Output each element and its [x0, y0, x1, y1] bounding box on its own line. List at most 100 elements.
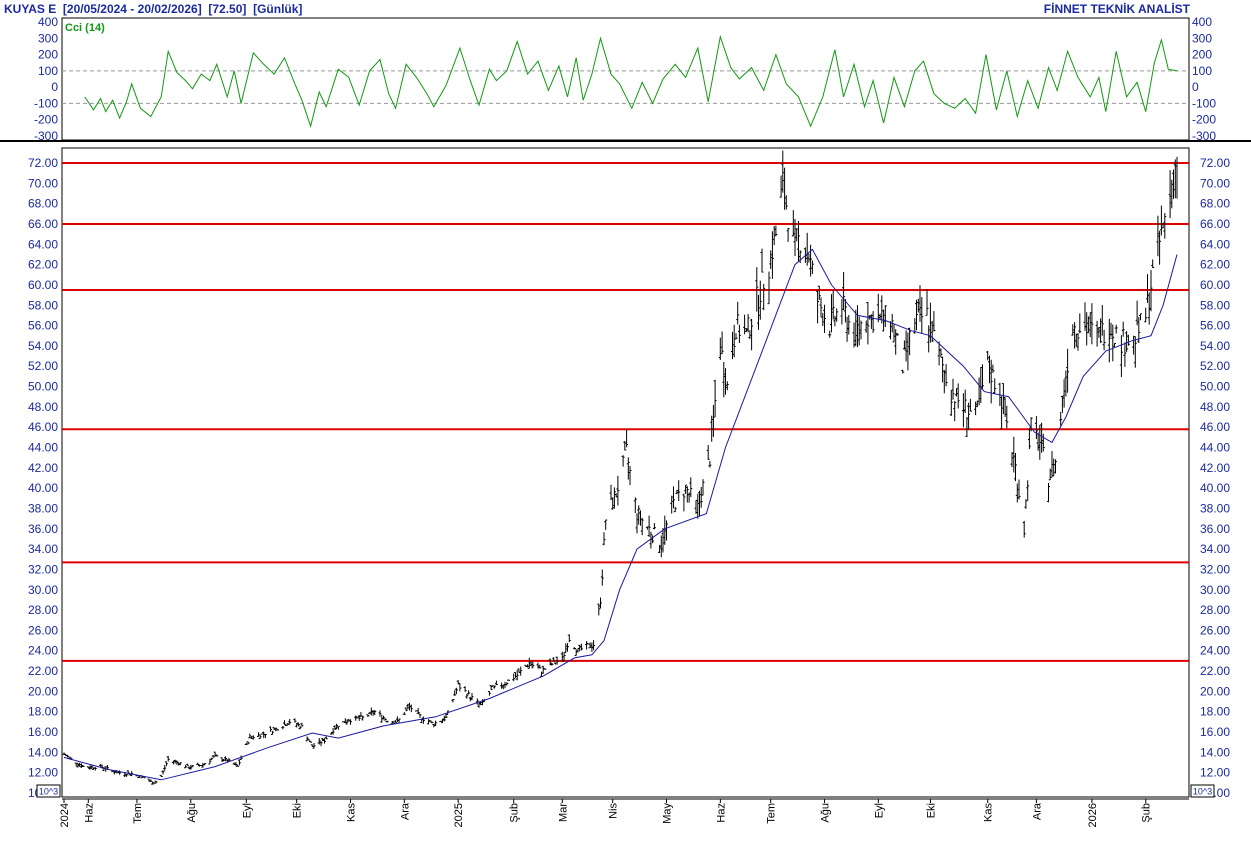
price-y-tick-right: 64.00 — [1200, 237, 1230, 251]
price-y-tick-left: 26.00 — [28, 623, 58, 637]
cci-y-tick-left: 100 — [38, 64, 58, 78]
price-y-tick-left: 34.00 — [28, 542, 58, 556]
date-tick-label: Tem — [132, 803, 144, 824]
cci-y-tick-right: -200 — [1192, 113, 1216, 127]
brand-label: FİNNET TEKNİK ANALİST — [1043, 2, 1190, 16]
price-y-tick-right: 18.00 — [1200, 705, 1230, 719]
price-y-tick-right: 50.00 — [1200, 380, 1230, 394]
cci-y-tick-right: 400 — [1192, 15, 1212, 29]
price-y-tick-left: 60.00 — [28, 278, 58, 292]
date-tick-label: 2024 — [59, 803, 71, 827]
cci-series-line — [84, 34, 1178, 128]
unit-text-right: 10^3 — [1193, 787, 1212, 797]
date-tick-label: 2025 — [453, 803, 465, 827]
price-y-tick-right: 34.00 — [1200, 542, 1230, 556]
price-y-tick-right: 22.00 — [1200, 664, 1230, 678]
price-y-tick-left: 32.00 — [28, 562, 58, 576]
price-y-tick-right: 44.00 — [1200, 441, 1230, 455]
price-y-tick-left: 44.00 — [28, 441, 58, 455]
cci-y-tick-left: -300 — [34, 129, 58, 143]
cci-y-tick-left: 0 — [51, 80, 58, 94]
date-tick-label: Haz — [715, 803, 727, 823]
price-bars — [62, 150, 1178, 785]
cci-y-tick-right: 200 — [1192, 48, 1212, 62]
cci-panel-frame — [61, 17, 1190, 141]
date-tick-label: Kas — [983, 803, 995, 822]
cci-y-tick-left: 200 — [38, 48, 58, 62]
price-y-tick-left: 52.00 — [28, 359, 58, 373]
cci-y-tick-right: -300 — [1192, 129, 1216, 143]
date-tick-label: Tem — [766, 803, 778, 824]
price-y-tick-left: 18.00 — [28, 705, 58, 719]
price-y-tick-left: 72.00 — [28, 156, 58, 170]
cci-y-tick-left: -200 — [34, 113, 58, 127]
price-y-tick-right: 28.00 — [1200, 603, 1230, 617]
price-y-tick-right: 32.00 — [1200, 562, 1230, 576]
cci-y-tick-right: 300 — [1192, 31, 1212, 45]
date-range-label: [20/05/2024 - 20/02/2026] — [62, 2, 202, 16]
date-tick-label: Eyl — [241, 803, 253, 818]
cci-y-tick-right: 100 — [1192, 64, 1212, 78]
price-y-tick-right: 24.00 — [1200, 644, 1230, 658]
price-y-tick-left: 38.00 — [28, 501, 58, 515]
price-y-tick-right: 46.00 — [1200, 420, 1230, 434]
date-tick-label: Ara — [1031, 802, 1043, 820]
price-y-tick-right: 26.00 — [1200, 623, 1230, 637]
unit-label-right: 10^3 — [1190, 784, 1215, 798]
price-y-tick-right: 62.00 — [1200, 258, 1230, 272]
date-tick-label: Kas — [345, 803, 357, 822]
price-y-tick-left: 20.00 — [28, 684, 58, 698]
price-y-tick-left: 64.00 — [28, 237, 58, 251]
period-label: [Günlük] — [253, 2, 303, 16]
date-tick-label: Ağu — [186, 803, 198, 823]
price-y-tick-right: 38.00 — [1200, 501, 1230, 515]
price-y-tick-left: 70.00 — [28, 176, 58, 190]
price-y-tick-right: 52.00 — [1200, 359, 1230, 373]
date-tick-label: May — [662, 803, 674, 824]
cci-y-tick-right: -100 — [1192, 96, 1216, 110]
cci-y-tick-left: -100 — [34, 96, 58, 110]
price-y-tick-left: 56.00 — [28, 319, 58, 333]
price-y-tick-left: 24.00 — [28, 644, 58, 658]
last-price-label: [72.50] — [208, 2, 247, 16]
cci-y-tick-left: 300 — [38, 31, 58, 45]
date-tick-label: Haz — [83, 803, 95, 823]
price-panel-frame — [61, 147, 1190, 798]
price-y-tick-left: 50.00 — [28, 380, 58, 394]
date-tick-label: Ara — [399, 802, 411, 820]
cci-y-tick-left: 400 — [38, 15, 58, 29]
price-y-tick-right: 66.00 — [1200, 217, 1230, 231]
price-y-tick-left: 30.00 — [28, 583, 58, 597]
price-y-tick-right: 54.00 — [1200, 339, 1230, 353]
price-y-tick-left: 22.00 — [28, 664, 58, 678]
price-y-tick-left: 66.00 — [28, 217, 58, 231]
unit-label-left: 10^3 — [36, 784, 61, 798]
date-tick-label: Şub — [1141, 803, 1153, 823]
price-y-tick-right: 70.00 — [1200, 176, 1230, 190]
price-y-tick-left: 14.00 — [28, 745, 58, 759]
price-y-tick-left: 54.00 — [28, 339, 58, 353]
price-y-tick-left: 68.00 — [28, 197, 58, 211]
price-y-tick-right: 72.00 — [1200, 156, 1230, 170]
cci-y-tick-right: 0 — [1192, 80, 1199, 94]
date-tick-label: Mar — [557, 803, 569, 822]
cci-indicator-label: Cci (14) — [65, 22, 105, 34]
date-tick-label: 2026 — [1087, 803, 1099, 827]
price-y-tick-right: 48.00 — [1200, 400, 1230, 414]
price-y-tick-right: 14.00 — [1200, 745, 1230, 759]
chart-header-left: KUYAS E [20/05/2024 - 20/02/2026] [72.50… — [4, 2, 302, 16]
date-tick-label: Ağu — [820, 803, 832, 823]
unit-text-left: 10^3 — [39, 787, 58, 797]
price-y-tick-right: 40.00 — [1200, 481, 1230, 495]
price-y-tick-left: 16.00 — [28, 725, 58, 739]
price-y-tick-right: 16.00 — [1200, 725, 1230, 739]
price-y-tick-left: 46.00 — [28, 420, 58, 434]
price-y-tick-right: 58.00 — [1200, 298, 1230, 312]
symbol-label: KUYAS E — [4, 2, 57, 16]
date-tick-label: Şub — [509, 803, 521, 823]
price-y-tick-left: 42.00 — [28, 461, 58, 475]
price-y-tick-left: 62.00 — [28, 258, 58, 272]
price-y-tick-right: 42.00 — [1200, 461, 1230, 475]
